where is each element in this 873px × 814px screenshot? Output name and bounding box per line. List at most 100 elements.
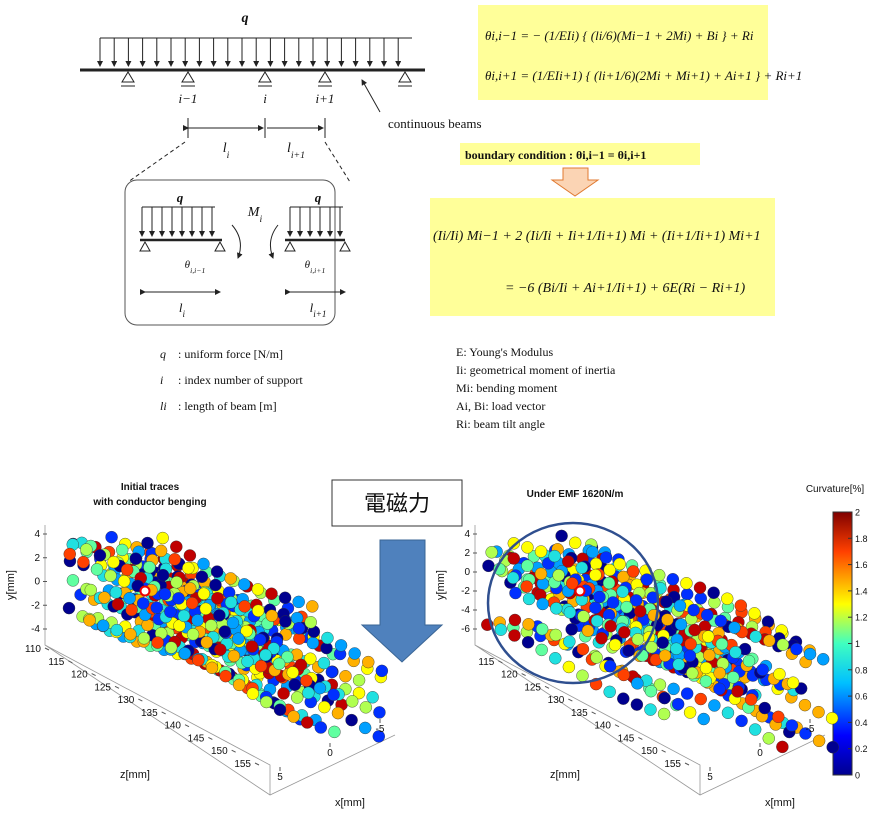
- strand-segment: [156, 568, 170, 582]
- support: [339, 240, 351, 252]
- strand-segment: [565, 623, 578, 636]
- strand-segment: [744, 693, 758, 706]
- force-label: 電磁力: [364, 491, 430, 516]
- z-tick: [161, 711, 166, 715]
- colorbar-tick-label: 1.8: [855, 534, 868, 544]
- strand-segment: [522, 592, 536, 606]
- plot-title: Under EMF 1620N/m: [527, 489, 624, 500]
- strand-segment: [694, 692, 707, 706]
- strand-segment: [548, 549, 561, 563]
- strand-segment: [358, 721, 372, 735]
- strand-segment: [826, 741, 839, 754]
- strand-segment: [227, 649, 241, 663]
- strand-segment: [288, 678, 301, 691]
- strand-segment: [80, 543, 93, 556]
- strand-segment: [550, 602, 563, 615]
- equation-box: [430, 198, 775, 316]
- z-tick-label: 145: [618, 733, 635, 744]
- strand-segment: [137, 632, 151, 645]
- strand-segment: [154, 544, 168, 558]
- strand-segment: [265, 587, 278, 600]
- strand-segment: [292, 595, 305, 609]
- z-tick-label: 120: [71, 670, 88, 681]
- strand-segment: [300, 674, 313, 687]
- strand-segment: [812, 705, 825, 719]
- strand-segment: [713, 666, 726, 680]
- subscripted-label: θi,i−1: [185, 259, 206, 275]
- x-tick-label: -5: [376, 724, 385, 735]
- strand-segment: [192, 653, 205, 667]
- strand-segment: [109, 586, 123, 599]
- down-arrow: [550, 167, 600, 197]
- strand-segment: [259, 648, 272, 662]
- strand-segment: [117, 575, 131, 588]
- colorbar-tick-label: 1.2: [855, 613, 868, 623]
- y-tick-label: -4: [31, 624, 40, 635]
- strand-segment: [656, 636, 669, 649]
- y-tick-label: 4: [464, 529, 470, 540]
- base: M: [247, 205, 261, 220]
- strand-segment: [156, 531, 169, 545]
- subscripted-label: li+1: [310, 300, 327, 319]
- strand-segment: [728, 621, 741, 634]
- y-axis-label: y[mm]: [5, 570, 17, 600]
- strand-segment: [634, 605, 647, 618]
- x-tick-label: 0: [327, 748, 333, 759]
- z-tick: [544, 685, 550, 689]
- strand-segment: [325, 665, 339, 679]
- x-axis-label: x[mm]: [335, 797, 365, 809]
- strand-segment: [785, 719, 799, 732]
- strand-segment: [210, 565, 224, 578]
- support: [318, 71, 332, 87]
- subscripted-label: li+1: [287, 141, 305, 161]
- strand-segment: [170, 540, 183, 553]
- strand-segment: [616, 585, 629, 598]
- z-tick-label: 115: [478, 657, 494, 668]
- strand-segment: [563, 606, 577, 619]
- marker: [139, 585, 151, 597]
- strand-segment: [575, 561, 589, 574]
- strand-segment: [758, 701, 771, 715]
- colorbar-tick-label: 0.8: [855, 665, 868, 675]
- strand-segment: [658, 691, 671, 705]
- strand-segment: [613, 557, 626, 571]
- strand-segment: [245, 640, 259, 653]
- strand-segment: [630, 594, 643, 607]
- z-tick-label: 135: [141, 708, 158, 719]
- strand-segment: [694, 592, 707, 605]
- strand-segment: [729, 646, 742, 659]
- strand-segment: [748, 723, 762, 736]
- strand-segment: [331, 706, 345, 720]
- strand-segment: [348, 647, 361, 660]
- strand-segment: [213, 609, 226, 622]
- strand-segment: [185, 596, 199, 610]
- equation-box: [478, 5, 768, 100]
- equation: (Ii/Ii) Mi−1 + 2 (Ii/Ii + Ii+1/Ii+1) Mi …: [433, 229, 761, 244]
- strand-segment: [366, 691, 379, 704]
- strand-segment: [627, 565, 640, 578]
- strand-segment: [273, 703, 287, 716]
- strand-segment: [233, 678, 246, 692]
- strand-segment: [748, 607, 761, 620]
- strand-segment: [604, 619, 617, 633]
- strand-segment: [294, 658, 308, 672]
- strand-segment: [334, 639, 348, 652]
- strand-segment: [107, 555, 120, 569]
- strand-segment: [699, 661, 713, 675]
- support-label: i+1: [316, 91, 335, 106]
- strand-segment: [707, 586, 720, 599]
- colorbar-label: Curvature[%]: [806, 484, 865, 495]
- strand-segment: [522, 618, 535, 631]
- strand-segment: [666, 573, 680, 586]
- strand-segment: [93, 549, 107, 562]
- strand-segment: [150, 601, 163, 614]
- z-tick: [254, 762, 260, 766]
- x-axis-label: x[mm]: [765, 797, 795, 809]
- subscript: i+1: [291, 150, 305, 161]
- strand-segment: [375, 664, 389, 678]
- z-tick-label: 140: [594, 721, 611, 732]
- detail-box: [124, 179, 336, 326]
- z-tick-label: 140: [164, 721, 181, 732]
- strand-segment: [617, 692, 630, 705]
